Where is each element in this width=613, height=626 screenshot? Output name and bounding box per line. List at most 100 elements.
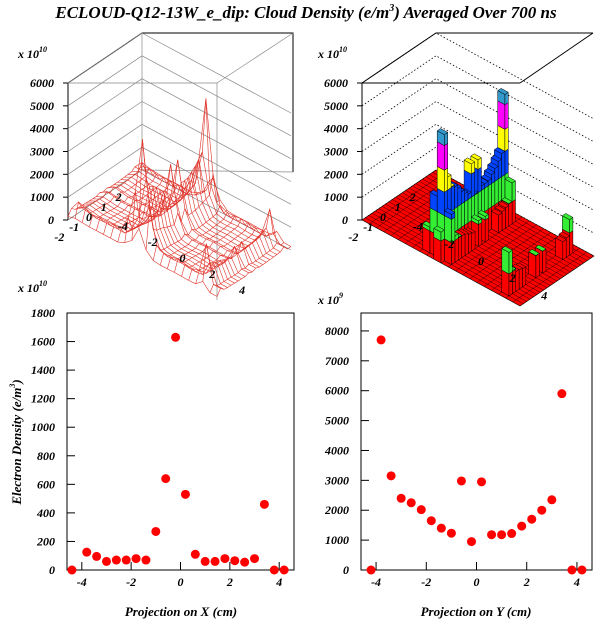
py-point — [567, 565, 577, 575]
py-point — [477, 477, 487, 487]
lego-bar-face — [511, 199, 516, 225]
surface-y-tick: 1 — [101, 200, 107, 214]
lego-bars — [422, 88, 574, 297]
lego-bar-face — [436, 187, 445, 216]
surface-mesh-line — [202, 209, 277, 282]
lego-bar-face — [515, 269, 520, 292]
lego-bar-top — [555, 235, 567, 243]
lego-x-ticks: -4 -2 0 2 4 — [413, 220, 547, 303]
lego-floor-grid — [462, 224, 537, 275]
surface-mesh-line — [71, 139, 221, 289]
lego-bar-face — [444, 142, 448, 171]
px-y-tick: 1600 — [31, 335, 55, 349]
py-point — [497, 530, 507, 540]
lego-bar-face — [471, 230, 476, 252]
surface-mesh-line — [74, 161, 150, 219]
px-point — [161, 474, 171, 484]
lego-bar-face — [504, 126, 509, 152]
lego-z-ticks: 0 1000 2000 3000 4000 5000 6000 — [323, 76, 362, 227]
lego-bar-face — [504, 148, 509, 176]
py-y-tick: 3000 — [324, 473, 349, 487]
surface-y-tick: -1 — [69, 220, 79, 234]
py-y-tick: 2000 — [324, 503, 349, 517]
lego-bar-top — [497, 201, 510, 209]
lego-bar-top — [504, 176, 516, 184]
px-y-tick: 800 — [37, 449, 55, 463]
py-x-tick: -4 — [371, 575, 381, 589]
surface-mesh-line — [67, 216, 218, 297]
surface-mesh-line — [209, 242, 285, 293]
px-x-tick: 0 — [178, 575, 184, 589]
px-exponent-label: x 1010 — [17, 279, 47, 295]
lego-bar-face — [481, 187, 485, 215]
surface-x-tick: 4 — [238, 283, 245, 297]
lego-z-tick: 1000 — [324, 190, 348, 204]
surface-mesh-line — [138, 98, 214, 229]
px-point — [131, 554, 141, 564]
lego-bar-face — [494, 178, 499, 206]
surface-x-tick: 0 — [180, 251, 186, 265]
px-point — [121, 555, 131, 565]
py-point — [577, 565, 587, 575]
lego-bar-top — [477, 210, 490, 217]
px-x-tick: -2 — [126, 575, 136, 589]
surface-x-tick: 2 — [208, 267, 215, 281]
lego-z-tick: 0 — [342, 213, 348, 227]
px-point — [190, 549, 200, 559]
lego-bar-top — [483, 168, 496, 175]
px-y-tick: 400 — [36, 506, 55, 520]
lego-bar-face — [505, 205, 509, 229]
py-exponent-label: x 109 — [317, 291, 343, 307]
py-y-tick: 8000 — [325, 324, 349, 338]
surface-gridline — [67, 146, 292, 228]
px-point — [210, 556, 220, 566]
surface-mesh-line — [152, 204, 228, 261]
lego-bar-face — [528, 251, 537, 279]
px-frame — [66, 312, 295, 571]
px-axis-ticks: 0 200 400 600 800 1000 1200 1400 1600 1800 -4 -2 0 2 4 — [31, 306, 282, 589]
px-y-tick: 1800 — [31, 306, 55, 320]
py-point — [547, 495, 557, 505]
surface-mesh-line — [141, 166, 292, 247]
py-point — [557, 389, 567, 399]
lego-bar-face — [487, 183, 492, 210]
surface-mesh-line — [117, 176, 267, 263]
lego-bar-face — [444, 167, 448, 193]
px-point — [259, 499, 269, 509]
lego-bar-face — [501, 174, 506, 201]
lego-bar-face — [484, 217, 489, 243]
py-point — [446, 528, 456, 538]
surface-x-tick: -2 — [148, 235, 158, 249]
lego-y-tick: -1 — [363, 220, 373, 234]
surface-mesh-line — [124, 165, 274, 258]
lego-bar-face — [457, 203, 462, 231]
lego-z-tick: 2000 — [323, 167, 348, 181]
surface-mesh-line — [74, 178, 225, 290]
lego-bar-face — [447, 174, 452, 191]
surface-gridline — [67, 123, 292, 205]
surface-mesh-line — [82, 186, 232, 286]
lego-bar-top — [493, 147, 506, 154]
surface-gridline — [67, 78, 292, 159]
surface-y-ticks: 210 -1 -2 — [54, 190, 121, 244]
surface-mesh-line — [89, 190, 239, 282]
lego-bar-face — [458, 235, 462, 261]
surface-mesh-line — [167, 215, 242, 269]
lego-x-tick: 2 — [509, 271, 516, 285]
lego-gridline — [361, 55, 595, 143]
surface-mesh-line — [117, 188, 192, 243]
lego-bar-face — [422, 226, 431, 254]
py-axis-ticks: 0 1000 2000 3000 4000 5000 6000 7000 8000 -4 -2 0 2 4 — [324, 324, 580, 589]
lego-bar-face — [501, 269, 510, 297]
surface-z-tick: 4000 — [29, 122, 54, 136]
py-point — [416, 505, 426, 515]
surface-box-back — [67, 32, 294, 220]
py-point — [376, 335, 386, 345]
projection-x-plot: x 1010 0 200 400 600 800 1000 1200 1400 1600 1800… — [8, 279, 295, 619]
py-x-tick: 0 — [474, 575, 480, 589]
surface-mesh-line — [216, 246, 292, 297]
lego-bar-face — [460, 201, 465, 228]
lego-y-ticks: 210 -1 -2 — [348, 190, 415, 244]
lego-bar-face — [498, 212, 503, 234]
lego-floor-grid — [476, 232, 552, 283]
